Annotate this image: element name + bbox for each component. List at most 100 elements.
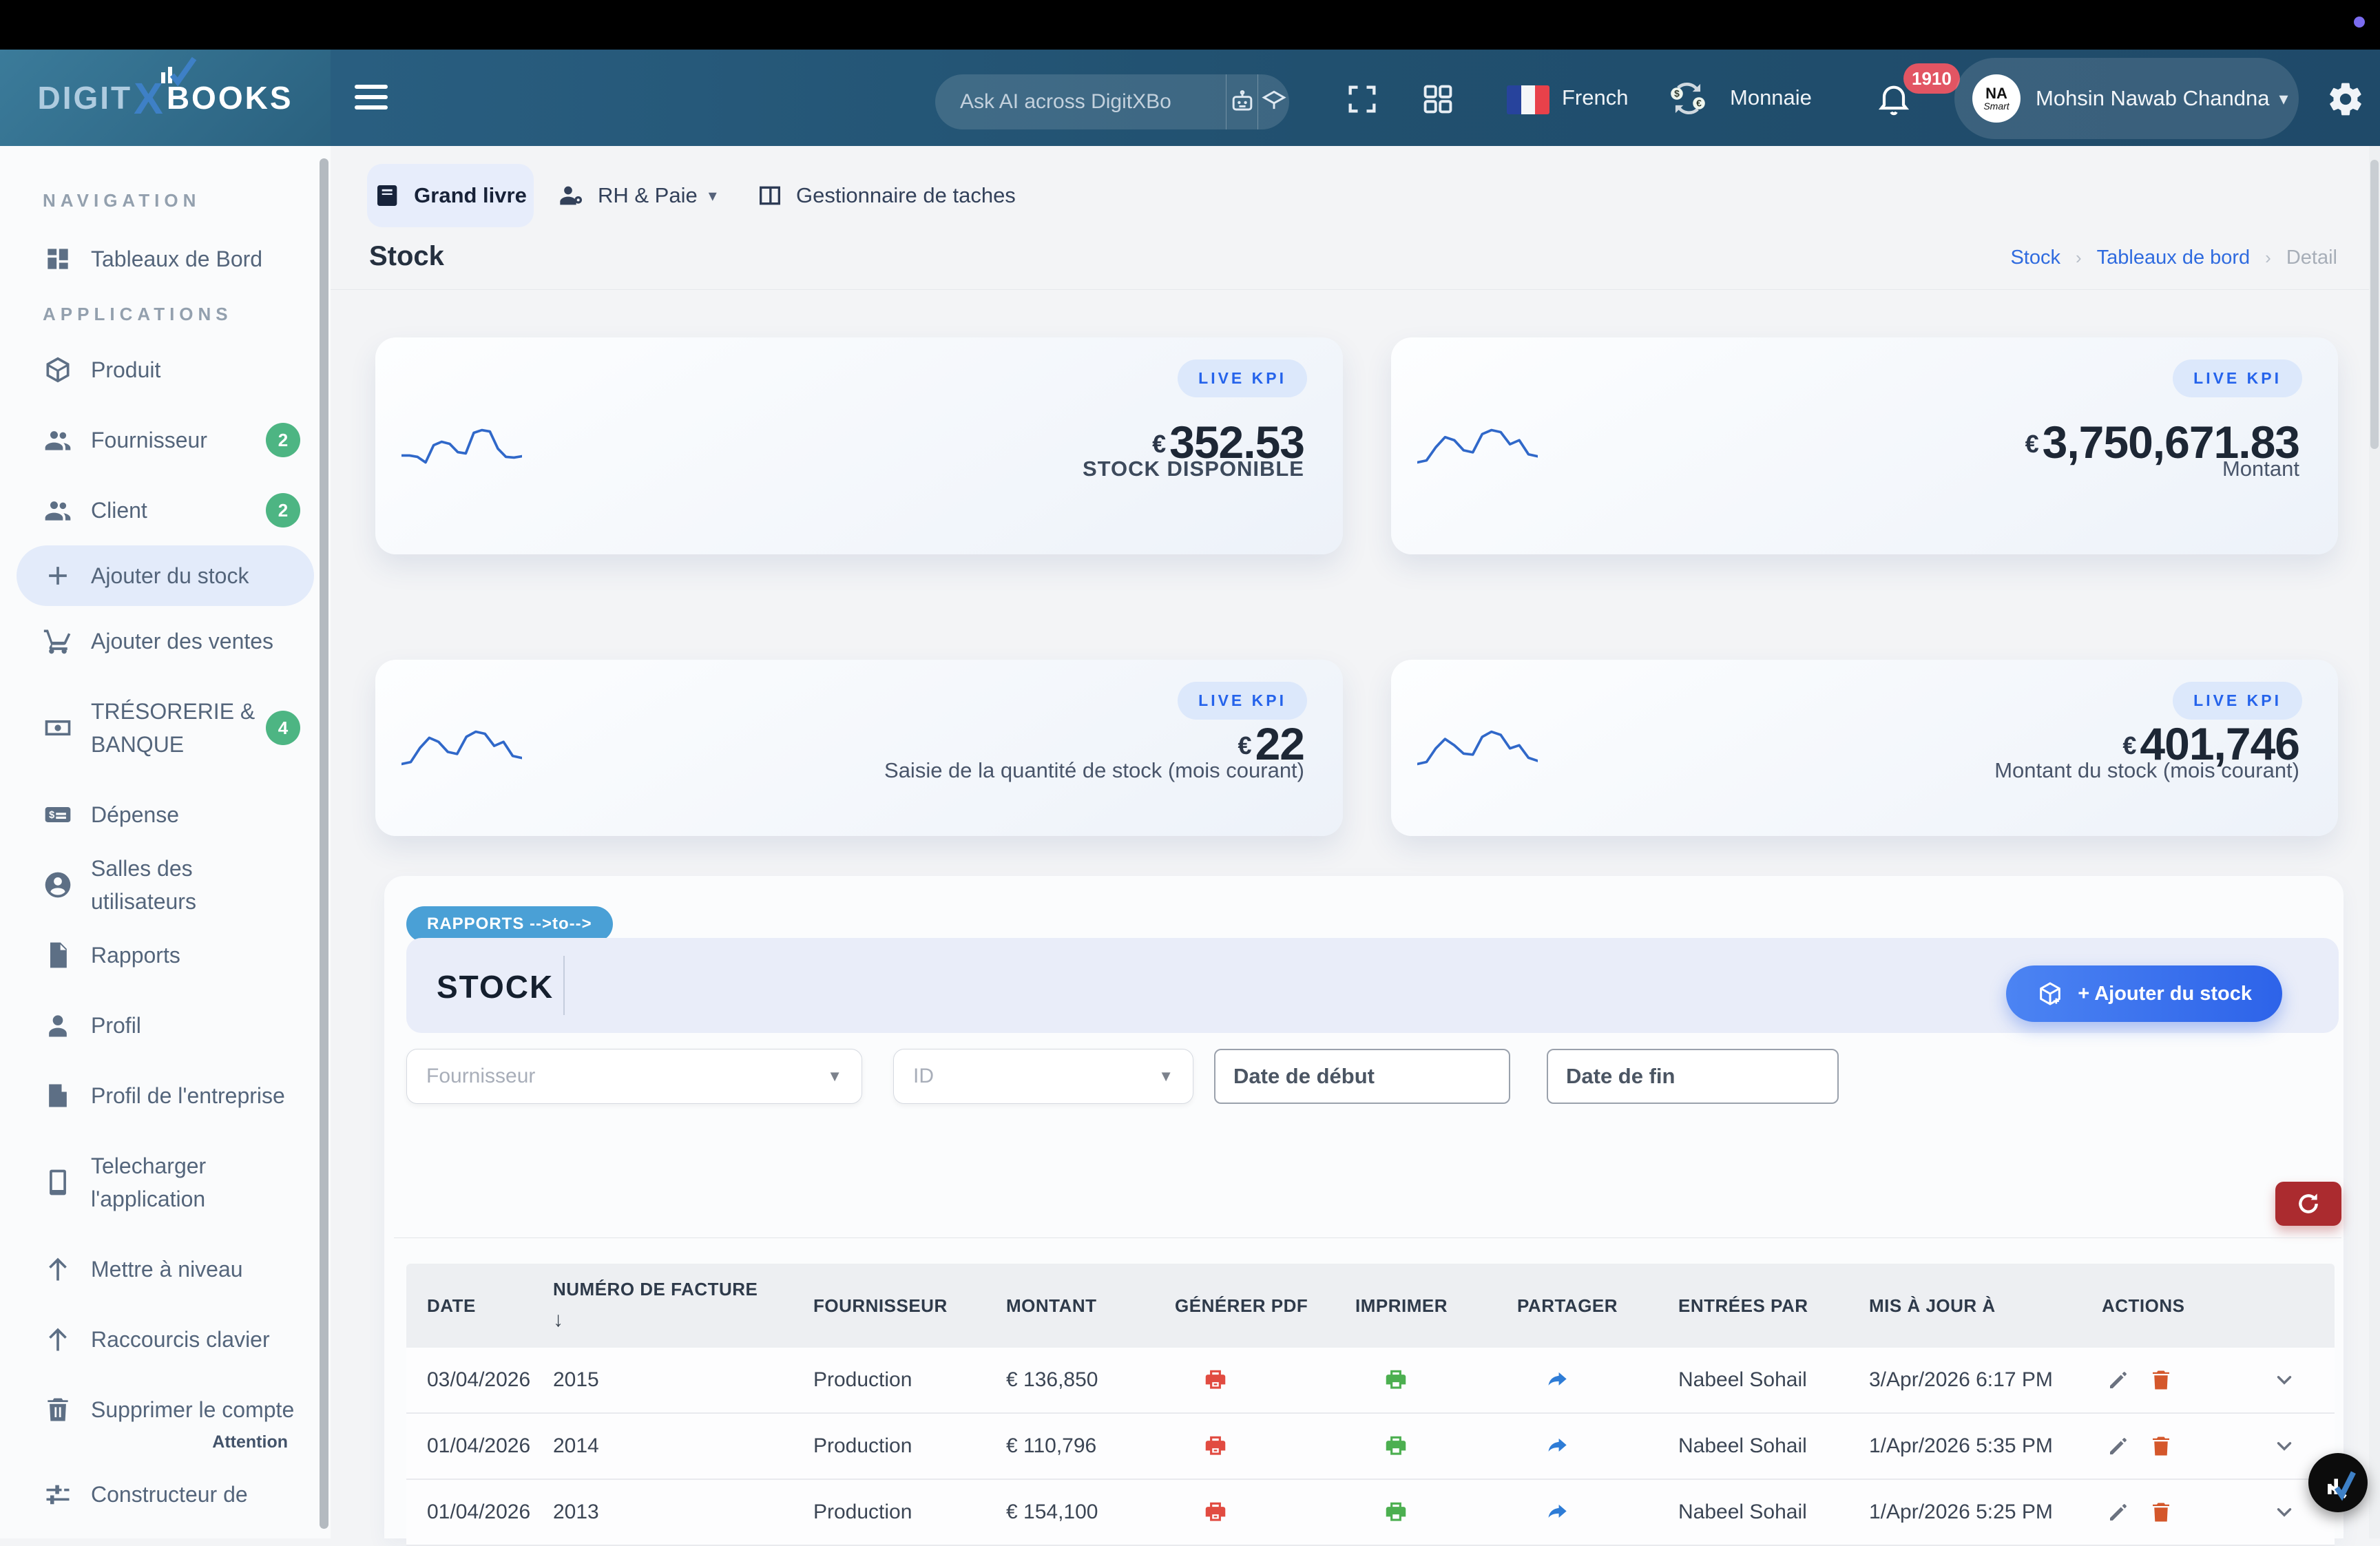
cell-date: 03/04/2026 <box>406 1368 553 1392</box>
apps-grid-icon[interactable] <box>1420 81 1456 117</box>
logo-digit: DIGIT <box>37 79 132 116</box>
sidebar-item-profil[interactable]: Profil <box>0 990 331 1061</box>
expand-row-icon[interactable] <box>2273 1501 2296 1524</box>
add-stock-button[interactable]: + Ajouter du stock <box>2006 965 2282 1022</box>
date-start-input[interactable]: Date de début <box>1214 1049 1510 1104</box>
breadcrumb-tableaux-de-bord[interactable]: Tableaux de bord <box>2097 247 2251 269</box>
tab-gestionnaire-de-taches[interactable]: Gestionnaire de taches <box>756 164 1016 227</box>
page-scrollbar-thumb[interactable] <box>2370 160 2379 449</box>
col-mis-a-jour-a[interactable]: MIS À JOUR À <box>1869 1280 2102 1332</box>
kpi-label: STOCK DISPONIBLE <box>1083 457 1304 481</box>
col-generer-pdf[interactable]: GÉNÉRER PDF <box>1175 1280 1355 1332</box>
sidebar-item-rapports[interactable]: Rapports <box>0 920 331 990</box>
user-name: Mohsin Nawab Chandna <box>2036 86 2270 111</box>
fournisseur-select[interactable]: Fournisseur ▼ <box>406 1049 862 1104</box>
edit-icon[interactable] <box>2106 1368 2131 1392</box>
currency-label[interactable]: Monnaie <box>1730 85 1812 110</box>
printer-icon[interactable] <box>1383 1367 1409 1393</box>
cell-entered-by: Nabeel Sohail <box>1678 1434 1869 1458</box>
sidebar-item-produit[interactable]: Produit <box>0 335 331 405</box>
sidebar-item-telecharger-application[interactable]: Telecharger l'application <box>0 1131 331 1234</box>
sidebar-item-profil-entreprise[interactable]: Profil de l'entreprise <box>0 1061 331 1131</box>
delete-icon[interactable] <box>2149 1434 2173 1459</box>
sidebar-item-tableaux-de-bord[interactable]: Tableaux de Bord <box>0 224 331 294</box>
col-date[interactable]: DATE <box>406 1280 553 1332</box>
sidebar-item-fournisseur[interactable]: Fournisseur 2 <box>0 405 331 475</box>
delete-icon[interactable] <box>2149 1500 2173 1525</box>
sidebar-scrollbar[interactable] <box>320 158 328 1529</box>
ai-robot-button[interactable] <box>1226 74 1257 129</box>
count-badge: 2 <box>266 493 300 527</box>
col-fournisseur[interactable]: FOURNISSEUR <box>813 1280 1006 1332</box>
pdf-icon[interactable] <box>1202 1499 1229 1525</box>
arrow-up-icon <box>43 1324 81 1355</box>
pdf-icon[interactable] <box>1202 1367 1229 1393</box>
sidebar-item-ajouter-du-stock[interactable]: Ajouter du stock <box>17 545 314 606</box>
col-montant[interactable]: MONTANT <box>1006 1280 1175 1332</box>
kpi-label: Saisie de la quantité de stock (mois cou… <box>884 758 1304 783</box>
sidebar-item-tresorerie-banque[interactable]: TRÉSORERIE & BANQUE 4 <box>0 676 331 780</box>
sidebar-section-applications: APPLICATIONS <box>0 304 331 325</box>
dashboard-icon <box>43 244 81 274</box>
pdf-icon[interactable] <box>1202 1433 1229 1459</box>
printer-icon[interactable] <box>1383 1433 1409 1459</box>
fullscreen-icon[interactable] <box>1344 81 1380 117</box>
sidebar-item-client[interactable]: Client 2 <box>0 475 331 545</box>
date-end-input[interactable]: Date de fin <box>1547 1049 1839 1104</box>
share-icon[interactable] <box>1545 1433 1571 1459</box>
col-partager[interactable]: PARTAGER <box>1517 1280 1678 1332</box>
sidebar-item-ajouter-des-ventes[interactable]: Ajouter des ventes <box>0 606 331 676</box>
cube-icon <box>43 355 81 385</box>
tab-grand-livre[interactable]: Grand livre <box>367 164 534 227</box>
chevron-down-icon: ▾ <box>2279 88 2288 109</box>
svg-text:$: $ <box>49 810 54 821</box>
refresh-button[interactable] <box>2275 1182 2341 1226</box>
col-entrees-par[interactable]: ENTRÉES PAR <box>1678 1280 1869 1332</box>
sidebar-item-salles-des-utilisateurs[interactable]: Salles des utilisateurs <box>0 850 331 920</box>
tab-rh-paie[interactable]: RH & Paie ▾ <box>558 164 717 227</box>
logo[interactable]: DIGIT X BOOKS <box>0 50 331 146</box>
user-menu[interactable]: NA Smart Mohsin Nawab Chandna ▾ <box>1954 58 2299 139</box>
sidebar: NAVIGATION Tableaux de Bord APPLICATIONS… <box>0 146 331 1538</box>
col-imprimer[interactable]: IMPRIMER <box>1355 1280 1517 1332</box>
cell-invoice: 2013 <box>553 1501 813 1524</box>
id-select[interactable]: ID ▼ <box>893 1049 1193 1104</box>
live-kpi-badge: LIVE KPI <box>2173 682 2302 720</box>
expand-row-icon[interactable] <box>2273 1368 2296 1392</box>
kpi-card-saisie-quantite: LIVE KPI €22 Saisie de la quantité de st… <box>375 660 1343 836</box>
language-label[interactable]: French <box>1562 85 1628 110</box>
edit-icon[interactable] <box>2106 1434 2131 1459</box>
printer-icon[interactable] <box>1383 1499 1409 1525</box>
live-kpi-badge: LIVE KPI <box>1178 682 1307 720</box>
sidebar-item-constructeur-de[interactable]: Constructeur de <box>0 1459 331 1529</box>
cell-invoice: 2014 <box>553 1434 813 1458</box>
hamburger-menu-icon[interactable] <box>355 79 395 117</box>
svg-text:€: € <box>1696 97 1702 108</box>
sparkline-chart <box>401 726 522 770</box>
breadcrumb-stock[interactable]: Stock <box>2010 247 2060 269</box>
kpi-card-montant-stock: LIVE KPI €401,746 Montant du stock (mois… <box>1391 660 2338 836</box>
settings-gear-icon[interactable] <box>2326 80 2365 118</box>
avatar-brand: Smart <box>1983 101 2009 111</box>
logo-text: DIGIT X BOOKS <box>37 79 293 116</box>
french-flag-icon[interactable] <box>1507 85 1549 114</box>
share-icon[interactable] <box>1545 1367 1571 1393</box>
edit-icon[interactable] <box>2106 1500 2131 1525</box>
sidebar-item-supprimer-le-compte[interactable]: Supprimer le compte <box>0 1375 331 1445</box>
sidebar-item-raccourcis-clavier[interactable]: Raccourcis clavier <box>0 1304 331 1375</box>
col-actions[interactable]: ACTIONS <box>2102 1280 2335 1332</box>
sort-descending-icon[interactable]: ↓ <box>553 1304 806 1335</box>
col-numero-de-facture[interactable]: NUMÉRO DE FACTURE ↓ <box>553 1264 813 1348</box>
cell-supplier: Production <box>813 1368 1006 1392</box>
share-icon[interactable] <box>1545 1499 1571 1525</box>
robot-icon <box>1227 87 1257 117</box>
sidebar-item-mettre-a-niveau[interactable]: Mettre à niveau <box>0 1234 331 1304</box>
divider <box>331 289 2380 290</box>
expand-row-icon[interactable] <box>2273 1434 2296 1458</box>
floating-logo-button[interactable] <box>2308 1453 2368 1512</box>
currency-exchange-icon[interactable]: $ € <box>1667 77 1709 120</box>
delete-icon[interactable] <box>2149 1368 2173 1392</box>
ai-search-input[interactable] <box>935 90 1226 114</box>
ai-knowledge-button[interactable] <box>1257 74 1289 129</box>
sidebar-item-depense[interactable]: $ Dépense <box>0 780 331 850</box>
